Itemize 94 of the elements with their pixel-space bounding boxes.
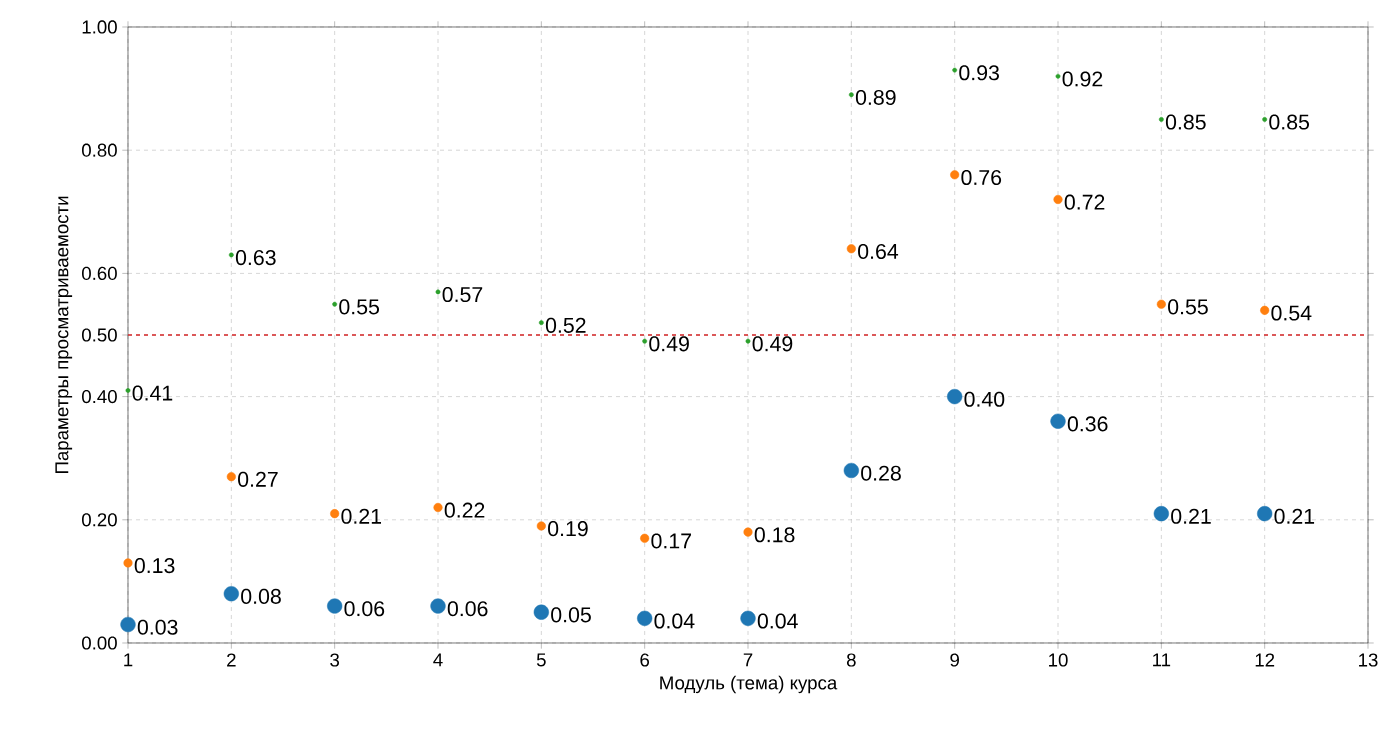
data-label: 0.04: [757, 613, 798, 629]
x-tick-label: 6: [640, 653, 650, 667]
point: [435, 289, 441, 295]
data-label: 0.49: [752, 336, 793, 352]
point: [125, 388, 131, 393]
data-label: 0.64: [858, 243, 899, 259]
data-label: 0.36: [1067, 416, 1108, 432]
data-label: 0.13: [134, 558, 175, 574]
point: [952, 67, 958, 73]
point: [1158, 117, 1164, 122]
data-label: 0.92: [1062, 71, 1103, 87]
data-label: 0.21: [1274, 508, 1315, 524]
point: [327, 598, 343, 614]
x-tick-label: 12: [1255, 653, 1275, 667]
point: [1053, 194, 1063, 205]
data-label: 0.21: [341, 508, 381, 524]
point: [740, 610, 756, 626]
data-label: 0.06: [344, 601, 385, 617]
point: [332, 301, 338, 307]
x-tick-label: 9: [950, 653, 959, 667]
y-axis-title: Параметры просматриваемости: [55, 196, 73, 474]
x-tick-label: 11: [1153, 653, 1171, 667]
data-label: 0.19: [548, 521, 588, 537]
point: [1050, 413, 1066, 429]
point: [640, 533, 650, 543]
data-label: 0.85: [1269, 114, 1310, 130]
point: [536, 521, 546, 531]
y-tick-label: 1.00: [82, 20, 117, 34]
data-label: 0.49: [649, 336, 689, 352]
data-label: 0.18: [754, 527, 795, 543]
data-label: 0.89: [855, 89, 896, 105]
point: [846, 244, 856, 254]
point: [1260, 305, 1270, 315]
point: [123, 558, 133, 568]
data-label: 0.06: [447, 601, 488, 617]
data-label: 0.63: [235, 250, 276, 266]
data-label: 0.55: [1168, 299, 1208, 315]
point: [538, 320, 544, 326]
x-tick-label: 4: [433, 653, 443, 667]
x-axis-title: Модуль (тема) курса: [660, 675, 838, 694]
point: [430, 598, 446, 614]
point: [228, 252, 234, 258]
point: [1156, 299, 1166, 309]
x-tick-label: 1: [124, 653, 133, 667]
point: [743, 527, 753, 537]
y-tick-label: 0.00: [82, 636, 117, 650]
point: [1262, 117, 1268, 122]
point: [330, 509, 340, 519]
point: [950, 170, 960, 180]
data-label: 0.08: [241, 588, 281, 604]
y-tick-label: 0.20: [82, 513, 117, 527]
point: [843, 462, 859, 479]
data-label: 0.93: [959, 65, 999, 81]
point: [223, 586, 239, 602]
x-tick-label: 3: [330, 653, 340, 667]
data-label: 0.05: [551, 607, 591, 623]
data-label: 0.21: [1171, 508, 1211, 524]
data-label: 0.57: [442, 287, 483, 303]
point: [848, 92, 854, 98]
data-label: 0.28: [861, 465, 901, 481]
data-label: 0.72: [1064, 194, 1105, 210]
point: [1257, 506, 1273, 522]
data-label: 0.54: [1271, 305, 1312, 321]
y-tick-label: 0.80: [82, 143, 117, 157]
data-label: 0.40: [964, 391, 1005, 407]
data-label: 0.85: [1165, 114, 1206, 130]
data-label: 0.55: [339, 299, 380, 315]
point: [533, 604, 549, 620]
point: [745, 338, 751, 344]
x-tick-label: 10: [1049, 653, 1068, 667]
x-tick-label: 7: [743, 653, 753, 667]
point: [120, 616, 136, 633]
y-tick-label: 0.50: [82, 328, 117, 342]
x-tick-label: 5: [536, 653, 546, 667]
point: [226, 472, 236, 482]
y-tick-label: 0.40: [82, 389, 117, 404]
point: [637, 610, 653, 626]
data-label: 0.03: [137, 619, 178, 635]
data-label: 0.41: [132, 385, 173, 401]
x-tick-label: 13: [1359, 653, 1378, 667]
data-label: 0.17: [651, 533, 691, 549]
x-tick-label: 8: [846, 653, 856, 667]
data-label: 0.76: [961, 169, 1002, 186]
point: [642, 338, 648, 344]
point: [1153, 506, 1169, 522]
data-label: 0.52: [545, 317, 586, 333]
point: [1055, 73, 1061, 79]
data-label: 0.22: [444, 502, 485, 518]
y-tick-label: 0.60: [82, 266, 117, 281]
x-tick-label: 2: [227, 653, 236, 667]
data-label: 0.04: [654, 613, 695, 629]
point: [947, 388, 963, 405]
data-label: 0.27: [238, 471, 278, 487]
point: [433, 502, 443, 513]
